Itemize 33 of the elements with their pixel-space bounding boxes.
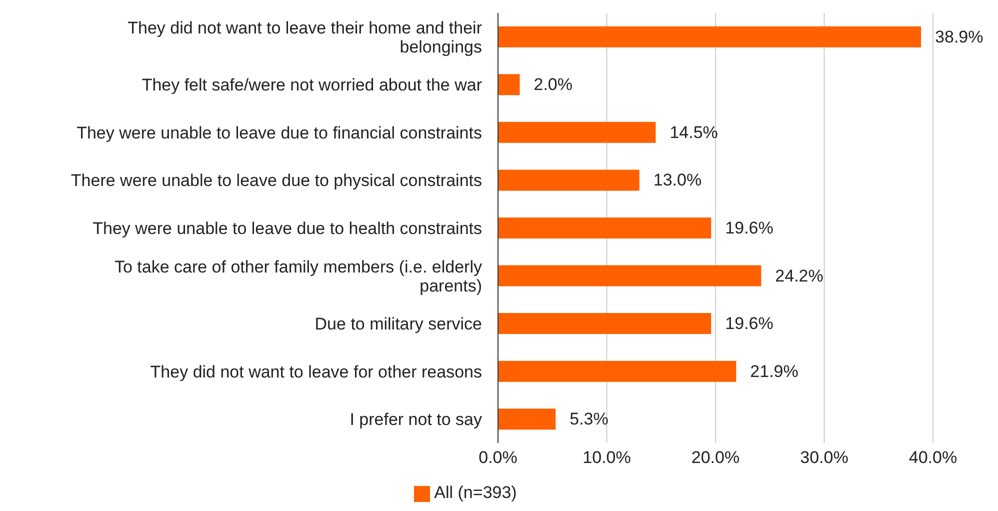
y-tick-label: Due to military service: [314, 314, 482, 334]
bar: [498, 360, 736, 382]
bar: [498, 408, 556, 430]
y-tick-label: To take care of other family members (i.e. elderly parents): [114, 256, 482, 295]
x-tick-label: 0.0%: [478, 448, 518, 468]
y-tick-label: There were unable to leave due to physical constraints: [70, 170, 482, 190]
data-label: 13.0%: [653, 170, 702, 190]
bar: [498, 265, 762, 286]
bar: [498, 313, 712, 334]
y-tick-label: They were unable to leave due to health constraints: [92, 218, 482, 238]
legend-label: All (n=393): [434, 483, 517, 502]
y-tick-label: They felt safe/were not worried about the war: [142, 75, 482, 94]
x-tick-label: 20.0%: [691, 448, 740, 468]
y-tick-label: They were unable to leave due to financial constraints: [76, 122, 482, 142]
bar: [498, 217, 712, 238]
data-label: 14.5%: [670, 122, 718, 142]
y-tick-label: They did not want to leave for other reasons: [150, 362, 482, 381]
data-label: 21.9%: [750, 362, 798, 381]
data-label: 24.2%: [775, 266, 824, 286]
y-tick-label: I prefer not to say: [350, 410, 482, 429]
bar: [498, 74, 520, 96]
data-label: 2.0%: [534, 75, 572, 94]
bar: [498, 26, 922, 48]
x-tick-label: 10.0%: [582, 448, 631, 468]
data-label: 19.6%: [725, 314, 774, 334]
data-label: 19.6%: [725, 218, 774, 238]
y-tick-label: They did not want to leave their home and their belongings: [128, 18, 482, 56]
bar: [498, 122, 656, 143]
bar: [498, 170, 640, 191]
x-tick-label: 30.0%: [800, 448, 848, 468]
x-tick-label: 40.0%: [908, 448, 958, 468]
data-label: 5.3%: [570, 410, 608, 429]
data-label: 38.9%: [935, 27, 984, 46]
